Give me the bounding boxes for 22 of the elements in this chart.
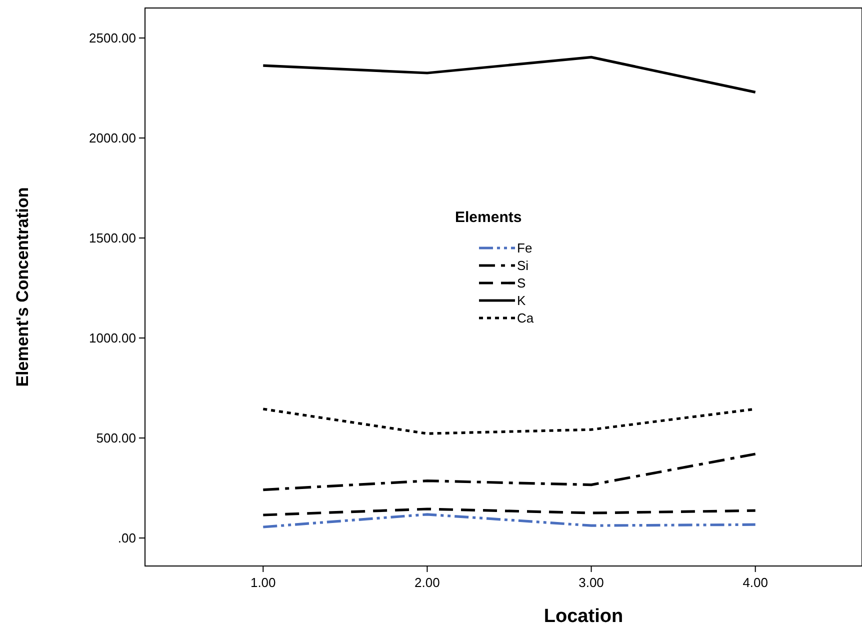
y-tick-label: 1000.00 [89,330,136,346]
y-tick-label: 2000.00 [89,130,136,146]
line-series [262,56,757,94]
legend-label: Fe [517,240,532,256]
legend-label: S [517,276,526,291]
x-tick-label: 1.00 [250,575,276,590]
x-tick-label: 3.00 [578,575,604,590]
x-axis-title: Location [544,606,624,627]
legend-label: Ca [517,310,534,326]
y-tick-label: 2500.00 [89,30,136,46]
legend-label: K [517,293,526,308]
legend-title: Elements [455,209,522,226]
x-tick-label: 2.00 [414,575,440,590]
line-series [262,508,757,516]
y-tick-label: .00 [118,530,136,546]
line-series [262,452,757,492]
legend-label: Si [517,258,529,274]
y-tick-label: 1500.00 [89,230,136,246]
y-axis-title: Element's Concentration [13,187,32,387]
line-series [262,513,757,528]
y-tick-label: 500.00 [96,430,136,446]
x-tick-label: 4.00 [742,575,768,590]
